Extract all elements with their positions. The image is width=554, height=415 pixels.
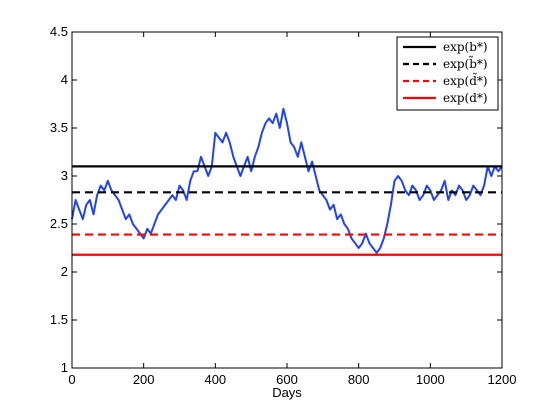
- y-tick-label: 1.5: [50, 312, 68, 327]
- x-tick-label: 200: [133, 372, 155, 387]
- y-tick-label: 1: [61, 360, 68, 375]
- y-tick-label: 2: [61, 264, 68, 279]
- legend-label-2: exp(d̃*): [443, 72, 488, 88]
- x-tick-label: 0: [68, 372, 75, 387]
- x-tick-label: 600: [276, 372, 298, 387]
- x-axis-label: Days: [272, 385, 302, 400]
- x-axis: 0 200 400 600 800 1000 1200: [68, 32, 516, 387]
- series-line-0: [71, 107, 503, 254]
- legend-label-0: exp(b*): [443, 40, 488, 54]
- y-tick-label: 3.5: [50, 120, 68, 135]
- legend-items: exp(b*)exp(b̃*)exp(d̃*) exp(d*): [403, 40, 488, 105]
- y-axis: 1 1.5 2 2.5 3 3.5 4 4.5: [50, 24, 502, 375]
- y-tick-label: 2.5: [50, 216, 68, 231]
- threshold-layer: [72, 165, 502, 256]
- legend-label-3: exp(d*): [443, 91, 488, 105]
- x-tick-label: 800: [348, 372, 370, 387]
- y-tick-label: 4.5: [50, 24, 68, 39]
- series-layer: [71, 107, 503, 254]
- y-tick-label: 4: [61, 72, 68, 87]
- x-tick-label: 1000: [416, 372, 445, 387]
- x-tick-label: 400: [204, 372, 226, 387]
- x-tick-label: 1200: [488, 372, 517, 387]
- legend-label-1: exp(b̃*): [443, 55, 488, 71]
- y-tick-label: 3: [61, 168, 68, 183]
- legend: exp(b*)exp(b̃*)exp(d̃*) exp(d*): [396, 36, 499, 111]
